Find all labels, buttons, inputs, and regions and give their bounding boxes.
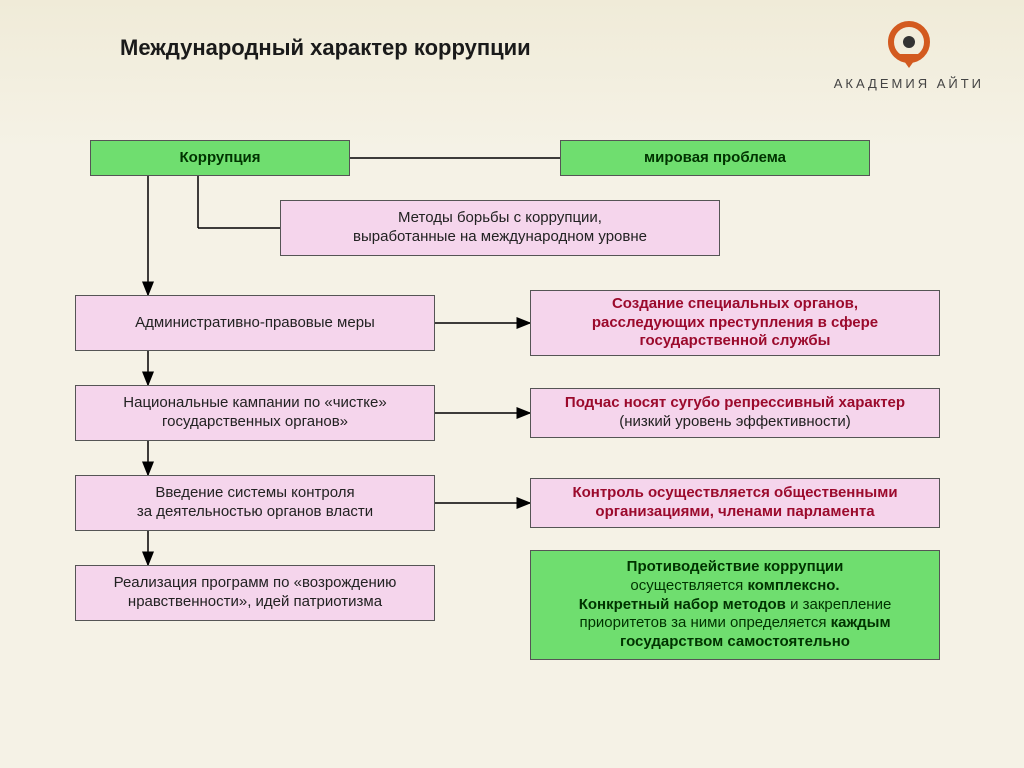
box-control-public-l2: организациями, членами парламента — [572, 503, 897, 522]
final-l2a: осуществляется — [630, 577, 747, 594]
box-methods-l2: выработанные на международном уровне — [353, 228, 647, 247]
logo-area: АКАДЕМИЯ АЙТИ — [834, 20, 984, 91]
box-control-system-l2: за деятельностью органов власти — [137, 503, 373, 522]
final-l4a: приоритетов за ними определяется — [579, 614, 830, 631]
box-repressive-l2: (низкий уровень эффективности) — [565, 413, 905, 432]
page-title: Международный характер коррупции — [120, 35, 531, 61]
final-l1: Противодействие коррупции — [627, 558, 844, 575]
logo-text: АКАДЕМИЯ АЙТИ — [834, 76, 984, 91]
box-world-problem: мировая проблема — [560, 140, 870, 176]
box-methods: Методы борьбы с коррупции, выработанные … — [280, 200, 720, 256]
box-methods-l1: Методы борьбы с коррупции, — [353, 209, 647, 228]
box-national-campaigns-l1: Национальные кампании по «чистке» — [123, 394, 386, 413]
box-world-problem-text: мировая проблема — [644, 149, 786, 168]
box-repressive-l1: Подчас носят сугубо репрессивный характе… — [565, 394, 905, 413]
box-special-organs: Создание специальных органов, расследующ… — [530, 290, 940, 356]
box-morality-l1: Реализация программ по «возрождению — [114, 574, 397, 593]
box-corruption: Коррупция — [90, 140, 350, 176]
final-l3b: и закрепление — [786, 596, 891, 613]
box-control-system-l1: Введение системы контроля — [137, 484, 373, 503]
box-final-conclusion: Противодействие коррупции осуществляется… — [530, 550, 940, 660]
box-control-public-l1: Контроль осуществляется общественными — [572, 484, 897, 503]
final-l4b: каждым — [831, 614, 891, 631]
box-national-campaigns: Национальные кампании по «чистке» госуда… — [75, 385, 435, 441]
box-admin-legal-text: Административно-правовые меры — [135, 314, 375, 333]
title-area: Международный характер коррупции — [120, 35, 531, 61]
box-special-organs-l1: Создание специальных органов, — [592, 295, 878, 314]
box-morality-programs: Реализация программ по «возрождению нрав… — [75, 565, 435, 621]
final-l5: государством самостоятельно — [620, 633, 850, 650]
logo-icon — [884, 20, 934, 70]
box-control-system: Введение системы контроля за деятельност… — [75, 475, 435, 531]
box-control-public: Контроль осуществляется общественными ор… — [530, 478, 940, 528]
diagram-container: Коррупция мировая проблема Методы борьбы… — [0, 120, 1024, 760]
box-special-organs-l3: государственной службы — [592, 332, 878, 351]
final-l2b: комплексно. — [747, 577, 839, 594]
final-l3a: Конкретный набор методов — [579, 596, 786, 613]
box-morality-l2: нравственности», идей патриотизма — [114, 593, 397, 612]
box-national-campaigns-l2: государственных органов» — [123, 413, 386, 432]
box-repressive: Подчас носят сугубо репрессивный характе… — [530, 388, 940, 438]
box-special-organs-l2: расследующих преступления в сфере — [592, 314, 878, 333]
box-admin-legal: Административно-правовые меры — [75, 295, 435, 351]
box-corruption-text: Коррупция — [179, 149, 260, 168]
